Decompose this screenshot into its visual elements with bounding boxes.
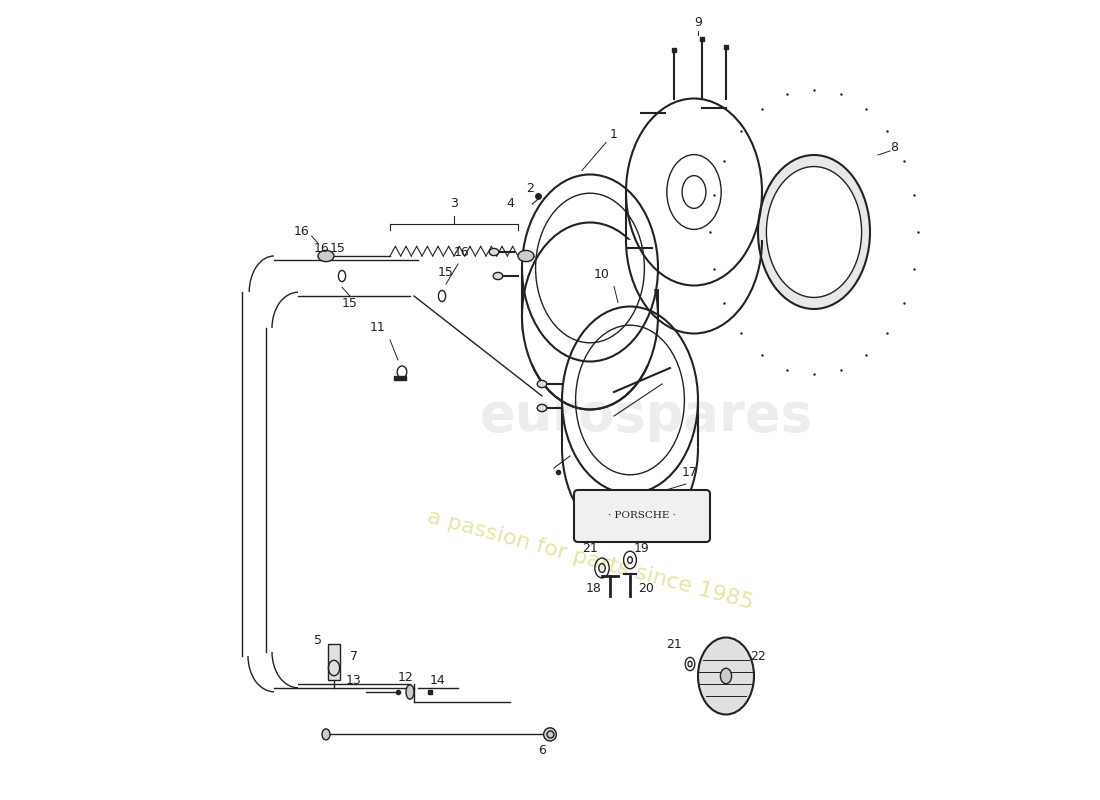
Ellipse shape	[543, 728, 557, 741]
Text: 8: 8	[890, 141, 898, 154]
Ellipse shape	[767, 166, 861, 298]
Text: 15: 15	[342, 298, 358, 310]
Bar	[522, 316, 658, 364]
Text: 12: 12	[398, 671, 414, 684]
Text: 14: 14	[430, 674, 446, 686]
Text: 5: 5	[314, 634, 322, 646]
Text: · PORSCHE ·: · PORSCHE ·	[608, 511, 675, 521]
Text: 3: 3	[450, 198, 458, 210]
Bar	[394, 376, 406, 380]
Text: 10: 10	[594, 268, 609, 281]
Ellipse shape	[493, 272, 503, 280]
Text: a passion for parts since 1985: a passion for parts since 1985	[425, 506, 756, 614]
Ellipse shape	[490, 248, 498, 256]
Text: 7: 7	[350, 650, 358, 662]
Ellipse shape	[758, 155, 870, 309]
Text: 16: 16	[294, 226, 310, 238]
Text: 1: 1	[610, 128, 618, 141]
Text: 18: 18	[586, 582, 602, 594]
Ellipse shape	[318, 250, 334, 262]
Text: 17: 17	[682, 466, 697, 478]
Text: eurospares: eurospares	[480, 390, 813, 442]
Text: 22: 22	[750, 650, 766, 662]
Ellipse shape	[720, 668, 732, 684]
Text: 15: 15	[330, 242, 345, 254]
Ellipse shape	[518, 250, 534, 262]
Text: 21: 21	[667, 638, 682, 650]
Text: 16: 16	[315, 242, 330, 254]
Ellipse shape	[698, 638, 754, 714]
Text: 21: 21	[582, 542, 598, 554]
Text: 2: 2	[526, 182, 534, 194]
Text: 9: 9	[694, 16, 702, 29]
Text: 13: 13	[346, 674, 362, 686]
Text: 19: 19	[634, 542, 650, 554]
Ellipse shape	[537, 404, 547, 411]
Ellipse shape	[537, 380, 547, 388]
Text: 4: 4	[506, 198, 514, 210]
Text: 6: 6	[538, 744, 546, 757]
Bar	[328, 644, 340, 680]
Text: 11: 11	[370, 322, 386, 334]
Bar	[562, 448, 698, 496]
Text: 16: 16	[454, 246, 470, 258]
Text: 15: 15	[438, 266, 454, 278]
Text: 20: 20	[638, 582, 653, 594]
Ellipse shape	[322, 729, 330, 740]
Ellipse shape	[406, 685, 414, 699]
Bar	[626, 240, 762, 288]
FancyBboxPatch shape	[574, 490, 710, 542]
